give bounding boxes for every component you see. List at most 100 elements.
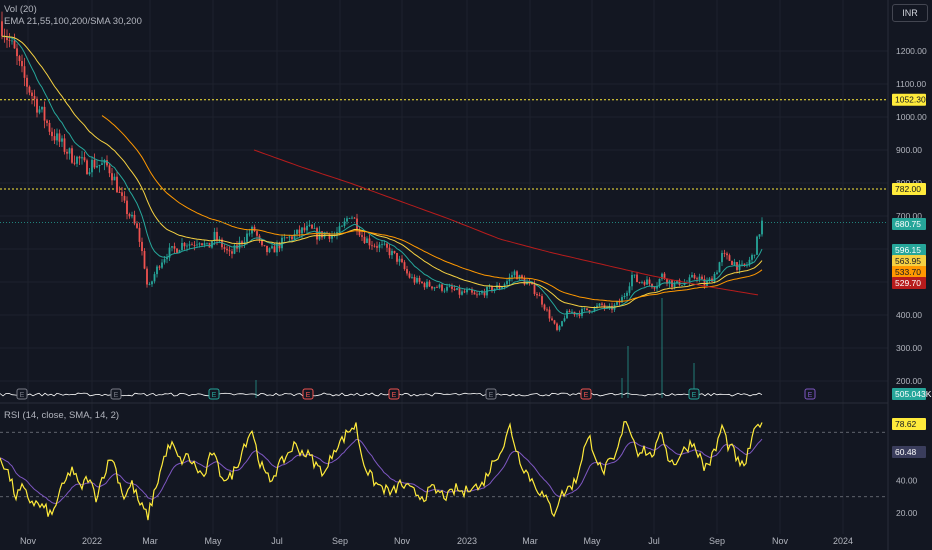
candle-body bbox=[173, 246, 176, 249]
candle-body bbox=[373, 245, 376, 247]
candle-body bbox=[248, 233, 251, 235]
candle-body bbox=[416, 277, 418, 283]
candle-body bbox=[156, 266, 158, 275]
earnings-marker-label: E bbox=[306, 392, 311, 399]
candle-body bbox=[166, 257, 168, 260]
candle-body bbox=[393, 250, 396, 254]
candle-body bbox=[306, 225, 308, 231]
candle-body bbox=[181, 242, 183, 251]
candle-body bbox=[691, 275, 693, 278]
candle-body bbox=[446, 286, 448, 291]
candle-body bbox=[723, 253, 726, 254]
candle-body bbox=[141, 241, 143, 252]
candle-body bbox=[728, 255, 731, 261]
level-price-label-bg bbox=[892, 93, 926, 106]
candle-body bbox=[511, 275, 513, 278]
candle-body bbox=[261, 239, 263, 246]
earnings-marker-label: E bbox=[392, 392, 397, 399]
ma-price-label-bg bbox=[892, 277, 926, 289]
candle-body bbox=[553, 320, 556, 324]
candle-body bbox=[531, 282, 533, 285]
rsi-pane[interactable] bbox=[0, 420, 888, 521]
candle-body bbox=[378, 244, 381, 248]
ma-price-label-bg bbox=[892, 218, 926, 230]
candle-body bbox=[278, 243, 281, 249]
candle-body bbox=[738, 264, 741, 270]
candle-body bbox=[81, 157, 83, 159]
candle-body bbox=[518, 275, 521, 280]
candle-body bbox=[576, 313, 578, 315]
price-tick-label: 1100.00 bbox=[896, 79, 926, 89]
price-tick-label: 900.00 bbox=[896, 145, 922, 155]
candle-body bbox=[523, 278, 526, 285]
volume-legend[interactable]: Vol (20) bbox=[4, 4, 37, 15]
candle-body bbox=[371, 245, 373, 247]
candle-body bbox=[526, 282, 528, 285]
candle-body bbox=[696, 278, 698, 280]
time-tick-label: Nov bbox=[772, 536, 789, 546]
candle-body bbox=[593, 307, 596, 312]
ma-price-label-bg bbox=[892, 244, 926, 256]
candle-body bbox=[256, 231, 258, 236]
candle-body bbox=[363, 236, 366, 243]
candle-body bbox=[588, 310, 591, 313]
candle-body bbox=[721, 253, 723, 263]
candle-body bbox=[466, 289, 468, 293]
candle-body bbox=[461, 291, 463, 295]
candle-body bbox=[271, 246, 273, 249]
candle-body bbox=[193, 245, 196, 246]
candle-body bbox=[463, 291, 466, 293]
candle-body bbox=[243, 241, 246, 244]
candle-body bbox=[443, 290, 446, 292]
price-axis[interactable]: 1200.001100.001000.00900.00800.00700.006… bbox=[892, 46, 932, 518]
rsi-legend[interactable]: RSI (14, close, SMA, 14, 2) bbox=[4, 410, 120, 421]
candle-body bbox=[48, 122, 51, 132]
candle-body bbox=[73, 162, 76, 164]
candle-body bbox=[643, 281, 646, 285]
candle-body bbox=[718, 262, 721, 273]
candle-body bbox=[551, 318, 553, 321]
candle-body bbox=[31, 92, 33, 96]
candle-body bbox=[121, 192, 123, 196]
candle-body bbox=[616, 301, 618, 305]
price-tick-label: 1200.00 bbox=[896, 46, 927, 56]
candle-body bbox=[216, 231, 218, 241]
currency-button[interactable]: INR bbox=[892, 4, 928, 22]
candle-body bbox=[601, 303, 603, 305]
ema-100-line bbox=[101, 115, 763, 302]
candle-body bbox=[56, 133, 58, 141]
candle-body bbox=[408, 273, 411, 278]
earnings-marker-label: E bbox=[584, 392, 589, 399]
candle-body bbox=[431, 286, 433, 289]
time-axis[interactable]: Nov 2022 Mar May Jul Sep Nov 2023 Mar May Jul Sep No… bbox=[20, 536, 853, 546]
rsi-value-label-bg bbox=[892, 418, 926, 430]
earnings-marker bbox=[485, 388, 497, 400]
candle-body bbox=[396, 253, 398, 262]
ema-legend[interactable]: EMA 21,55,100,200/SMA 30,200 bbox=[4, 16, 142, 27]
candle-body bbox=[661, 273, 663, 280]
candle-body bbox=[18, 56, 21, 62]
candle-body bbox=[11, 40, 13, 42]
candle-body bbox=[98, 164, 101, 167]
ma-price-label: 596.15 bbox=[895, 245, 921, 255]
candle-body bbox=[126, 200, 128, 215]
candle-body bbox=[311, 224, 313, 229]
candle-body bbox=[133, 214, 136, 224]
candle-body bbox=[346, 218, 348, 222]
candle-body bbox=[321, 231, 323, 238]
time-tick-label: Nov bbox=[394, 536, 411, 546]
candle-body bbox=[183, 242, 186, 247]
time-tick-label: Jul bbox=[271, 536, 283, 546]
candle-body bbox=[726, 253, 728, 256]
candle-body bbox=[358, 230, 361, 236]
candle-body bbox=[418, 277, 421, 282]
candle-body bbox=[681, 285, 683, 286]
earnings-marker-label: E bbox=[489, 392, 494, 399]
candle-body bbox=[433, 287, 436, 289]
candle-body bbox=[338, 226, 341, 233]
candle-body bbox=[458, 288, 461, 295]
candle-body bbox=[163, 259, 166, 263]
candle-body bbox=[548, 309, 551, 319]
